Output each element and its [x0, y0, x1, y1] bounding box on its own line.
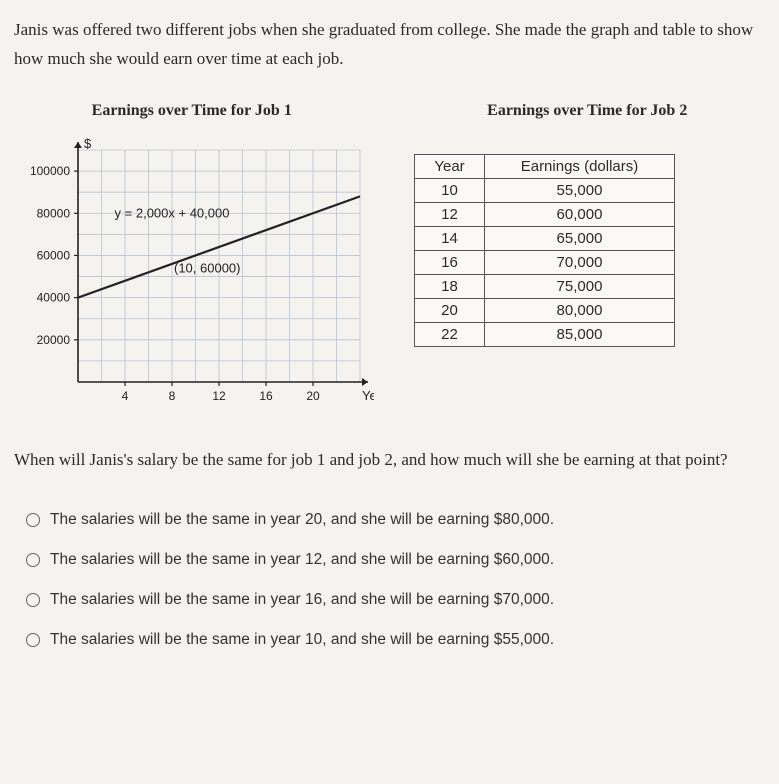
option-text: The salaries will be the same in year 20…: [50, 511, 554, 529]
svg-text:(10, 60000): (10, 60000): [174, 260, 241, 275]
svg-text:y = 2,000x + 40,000: y = 2,000x + 40,000: [115, 205, 230, 220]
radio-icon[interactable]: [26, 553, 40, 567]
line-chart: 20000 40000 60000 80000 100000 4 8 12 16 20 $ Year y…: [14, 132, 374, 412]
radio-icon[interactable]: [26, 513, 40, 527]
svg-text:$: $: [84, 136, 92, 151]
radio-icon[interactable]: [26, 633, 40, 647]
table-row: 1875,000: [415, 274, 675, 298]
radio-icon[interactable]: [26, 593, 40, 607]
answer-option[interactable]: The salaries will be the same in year 12…: [26, 551, 765, 569]
table-row: 1670,000: [415, 250, 675, 274]
table-row: 1465,000: [415, 226, 675, 250]
cell-year: 10: [415, 178, 485, 202]
chart-title: Earnings over Time for Job 1: [14, 102, 370, 120]
option-text: The salaries will be the same in year 12…: [50, 551, 554, 569]
answer-option[interactable]: The salaries will be the same in year 10…: [26, 631, 765, 649]
svg-text:20: 20: [306, 389, 320, 403]
table-row: 1055,000: [415, 178, 675, 202]
table-title: Earnings over Time for Job 2: [410, 102, 766, 120]
cell-year: 14: [415, 226, 485, 250]
svg-text:8: 8: [169, 389, 176, 403]
svg-text:80000: 80000: [37, 206, 71, 220]
svg-text:100000: 100000: [30, 164, 70, 178]
question-text: When will Janis's salary be the same for…: [14, 446, 765, 475]
svg-text:60000: 60000: [37, 248, 71, 262]
svg-text:4: 4: [122, 389, 129, 403]
answer-option[interactable]: The salaries will be the same in year 16…: [26, 591, 765, 609]
svg-text:Year: Year: [362, 388, 374, 403]
earnings-table-block: Year Earnings (dollars) 1055,0001260,000…: [414, 154, 675, 347]
content-row: 20000 40000 60000 80000 100000 4 8 12 16 20 $ Year y…: [14, 132, 765, 412]
titles-row: Earnings over Time for Job 1 Earnings ov…: [14, 102, 765, 120]
cell-year: 12: [415, 202, 485, 226]
cell-year: 20: [415, 298, 485, 322]
cell-year: 22: [415, 322, 485, 346]
svg-text:40000: 40000: [37, 290, 71, 304]
table-header-earnings: Earnings (dollars): [485, 154, 675, 178]
cell-earnings: 85,000: [485, 322, 675, 346]
cell-year: 16: [415, 250, 485, 274]
table-row: 1260,000: [415, 202, 675, 226]
cell-earnings: 65,000: [485, 226, 675, 250]
cell-year: 18: [415, 274, 485, 298]
cell-earnings: 70,000: [485, 250, 675, 274]
answer-option[interactable]: The salaries will be the same in year 20…: [26, 511, 765, 529]
cell-earnings: 80,000: [485, 298, 675, 322]
chart-svg: 20000 40000 60000 80000 100000 4 8 12 16 20 $ Year y…: [14, 132, 374, 412]
option-text: The salaries will be the same in year 16…: [50, 591, 554, 609]
cell-earnings: 75,000: [485, 274, 675, 298]
option-text: The salaries will be the same in year 10…: [50, 631, 554, 649]
earnings-table: Year Earnings (dollars) 1055,0001260,000…: [414, 154, 675, 347]
cell-earnings: 60,000: [485, 202, 675, 226]
table-row: 2080,000: [415, 298, 675, 322]
table-row: 2285,000: [415, 322, 675, 346]
svg-text:12: 12: [212, 389, 226, 403]
answer-options: The salaries will be the same in year 20…: [14, 511, 765, 649]
table-header-year: Year: [415, 154, 485, 178]
intro-text: Janis was offered two different jobs whe…: [14, 16, 765, 74]
cell-earnings: 55,000: [485, 178, 675, 202]
svg-text:20000: 20000: [37, 333, 71, 347]
svg-text:16: 16: [259, 389, 273, 403]
